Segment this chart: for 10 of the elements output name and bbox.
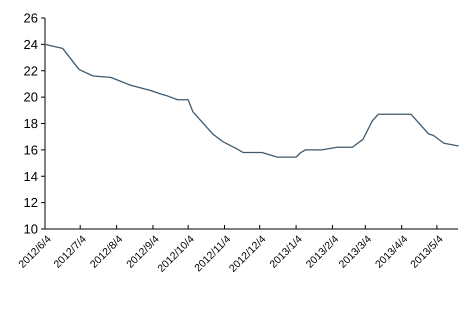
y-tick-label: 18 — [24, 116, 38, 132]
y-tick-label: 12 — [24, 195, 38, 210]
y-tick-label: 10 — [24, 222, 38, 237]
y-tick-label: 16 — [24, 142, 38, 158]
y-tick-label: 14 — [24, 168, 38, 184]
y-tick-label: 20 — [24, 90, 38, 105]
line-series — [44, 44, 459, 158]
y-tick-label: 26 — [24, 10, 38, 26]
y-tick-label: 22 — [24, 63, 38, 78]
y-tick-label: 24 — [24, 36, 38, 52]
